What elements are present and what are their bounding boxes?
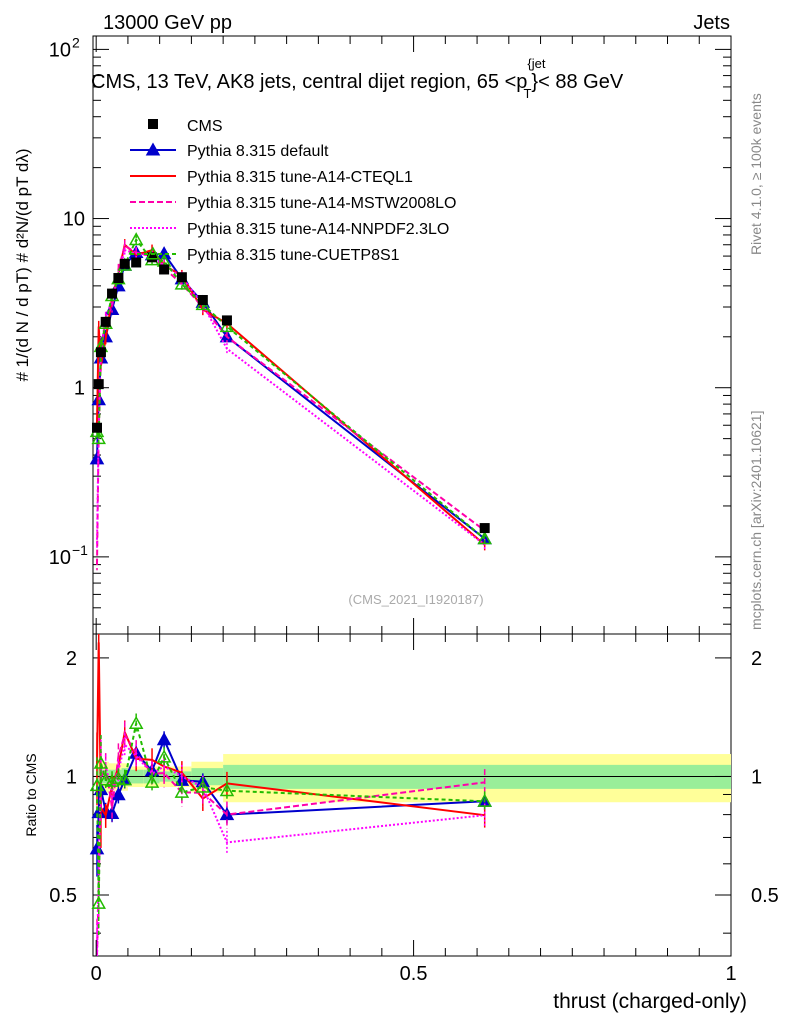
- ratio-marker-4: [144, 774, 160, 788]
- ratio-marker-4: [98, 772, 113, 786]
- ratio-line-4: [95, 723, 485, 904]
- series-line-3: [95, 248, 486, 546]
- mcplots-label: mcplots.cern.ch [arXiv:2401.10621]: [748, 411, 764, 630]
- ratio-panel: 2 2 1 1 0.5 0.5: [49, 633, 779, 957]
- series-marker-4: [219, 318, 235, 333]
- legend: CMS Pythia 8.315 default Pythia 8.315 tune…: [130, 118, 456, 264]
- plot-title-sub: T: [523, 86, 531, 101]
- header-right: Jets: [693, 12, 730, 34]
- data-point: [107, 288, 118, 299]
- ratio-marker-4: [91, 895, 106, 909]
- legend-marker-0: [145, 142, 161, 156]
- ratio-marker-4: [128, 715, 144, 729]
- main-data-points: [91, 252, 490, 534]
- ratio-marker-0: [111, 787, 126, 801]
- series-marker-4: [174, 276, 190, 290]
- legend-label-0: Pythia 8.315 default: [187, 143, 329, 160]
- main-series: [89, 232, 492, 571]
- data-point: [91, 422, 102, 433]
- main-y-label: # 1/(d N / d pT) # d²N/(d pT dλ): [13, 148, 32, 381]
- ratio-y-tick-label: 2: [66, 648, 77, 670]
- plot-title: CMS, 13 TeV, AK8 jets, central dijet reg…: [91, 56, 624, 101]
- ratio-marker-4: [195, 779, 211, 793]
- series-marker-0: [89, 451, 105, 465]
- ratio-y-tick-label-right: 1: [751, 766, 762, 788]
- data-point: [197, 295, 208, 306]
- data-point: [131, 257, 142, 268]
- series-line-1: [95, 242, 486, 546]
- ratio-y-tick-label: 1: [66, 766, 77, 788]
- rivet-label: Rivet 4.1.0, ≥ 100k events: [748, 93, 764, 255]
- legend-marker-data: [148, 119, 158, 129]
- series-marker-4: [128, 232, 144, 246]
- ratio-series: [89, 634, 492, 957]
- data-point: [176, 272, 187, 283]
- data-point: [159, 264, 170, 275]
- ratio-marker-4: [219, 783, 235, 797]
- legend-label-4: Pythia 8.315 tune-CUETP8S1: [187, 247, 400, 264]
- ratio-marker-4: [117, 772, 133, 786]
- series-line-2: [95, 244, 486, 565]
- data-point: [479, 523, 490, 534]
- legend-label-data: CMS: [187, 118, 223, 135]
- x-tick-label: 1: [725, 963, 736, 985]
- legend-marker-4: [145, 246, 161, 260]
- x-tick-label: 0: [91, 963, 102, 985]
- ratio-y-tick-label: 0.5: [49, 885, 77, 907]
- ratio-y-tick-label-right: 2: [751, 648, 762, 670]
- header-left: 13000 GeV pp: [103, 12, 232, 34]
- main-y-tick-exponent: −1: [72, 542, 88, 558]
- ratio-marker-4: [93, 755, 109, 769]
- ratio-marker-0: [156, 732, 172, 746]
- plot-title-suffix: }< 88 GeV: [531, 71, 623, 93]
- legend-label-3: Pythia 8.315 tune-A14-NNPDF2.3LO: [187, 221, 449, 238]
- ratio-uncertainty-bands: [96, 754, 731, 803]
- series-marker-4: [477, 531, 492, 545]
- series-marker-4: [91, 431, 106, 445]
- ratio-marker-4: [477, 793, 492, 807]
- legend-label-1: Pythia 8.315 tune-A14-CTEQL1: [187, 169, 413, 186]
- main-y-label-text: # 1/(d N / d pT) # d²N/(d pT dλ): [13, 148, 32, 381]
- data-point: [93, 379, 104, 390]
- ratio-y-tick-label-right: 0.5: [751, 885, 779, 907]
- ratio-y-label: Ratio to CMS: [23, 753, 39, 836]
- ratio-marker-4: [174, 784, 190, 798]
- mcplots-label-text: mcplots.cern.ch [arXiv:2401.10621]: [748, 411, 764, 630]
- x-axis-label: thrust (charged-only): [553, 990, 747, 1013]
- data-point: [100, 316, 111, 327]
- watermark: (CMS_2021_I1920187): [348, 592, 483, 607]
- data-point: [147, 252, 158, 263]
- ratio-marker-4: [104, 773, 120, 787]
- main-y-tick-label: 1: [74, 378, 85, 400]
- plot-title-prefix: CMS, 13 TeV, AK8 jets, central dijet reg…: [91, 71, 527, 93]
- ratio-marker-4: [111, 770, 126, 784]
- data-point: [119, 258, 130, 269]
- legend-label-2: Pythia 8.315 tune-A14-MSTW2008LO: [187, 195, 456, 212]
- main-y-tick-exponent: 2: [72, 34, 80, 50]
- data-point: [221, 315, 232, 326]
- ratio-marker-4: [156, 749, 172, 763]
- x-axis: 0 0.5 1: [91, 36, 737, 985]
- x-tick-label: 0.5: [400, 963, 428, 985]
- data-point: [95, 347, 106, 358]
- main-y-tick-label: 10: [63, 209, 85, 231]
- data-point: [113, 273, 124, 284]
- ratio-y-axis: 2 2 1 1 0.5 0.5: [49, 648, 779, 934]
- main-y-tick-label: 10: [49, 39, 71, 61]
- rivet-label-text: Rivet 4.1.0, ≥ 100k events: [748, 93, 764, 255]
- main-y-tick-label: 10: [49, 547, 71, 569]
- plot-title-sup: {jet: [527, 56, 545, 71]
- ratio-y-label-text: Ratio to CMS: [23, 753, 39, 836]
